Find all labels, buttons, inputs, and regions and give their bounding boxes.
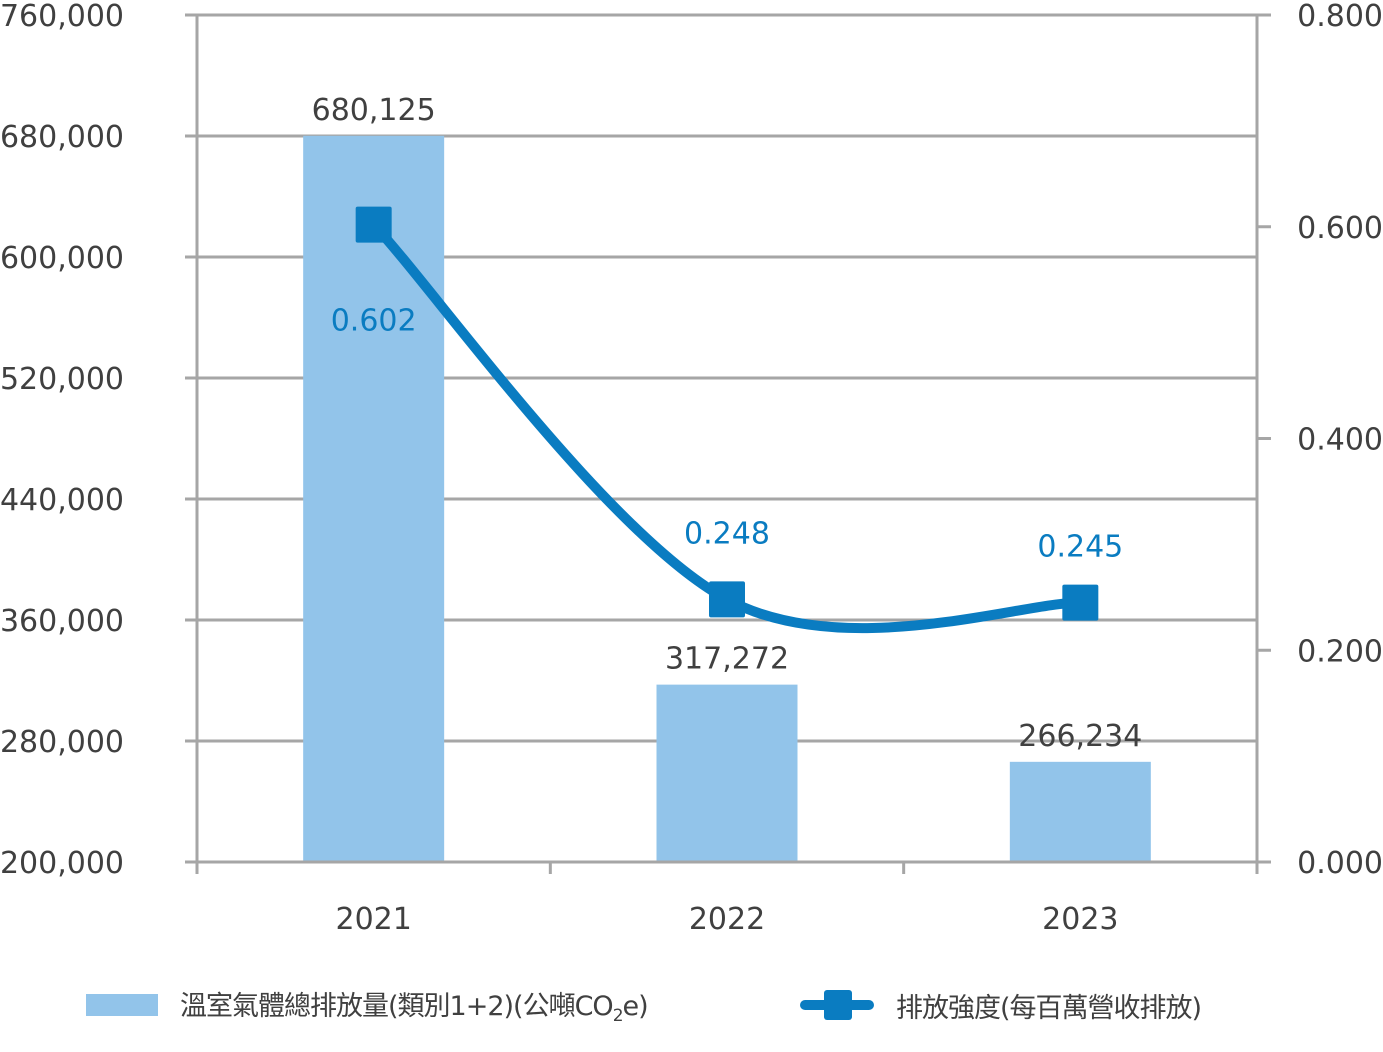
right-axis-labels: 0.000 0.200 0.400 0.600 0.800 bbox=[1257, 0, 1383, 881]
left-tick-label: 440,000 bbox=[0, 483, 124, 518]
line-value-label: 0.248 bbox=[684, 516, 770, 551]
x-category-label: 2023 bbox=[1042, 902, 1118, 937]
line-marker-swatch-icon bbox=[800, 990, 874, 1020]
square-marker-icon bbox=[709, 581, 745, 618]
bar-value-label: 266,234 bbox=[1018, 719, 1142, 754]
right-tick-label: 0.000 bbox=[1297, 846, 1383, 881]
bar-2022 bbox=[656, 684, 798, 862]
right-tick-label: 0.400 bbox=[1297, 423, 1383, 458]
bar-2023 bbox=[1009, 761, 1151, 862]
square-marker-icon bbox=[1062, 584, 1099, 621]
left-tick-label: 600,000 bbox=[0, 241, 124, 276]
left-tick-label: 280,000 bbox=[0, 725, 124, 760]
left-tick-label: 360,000 bbox=[0, 604, 124, 639]
bar-value-label: 680,125 bbox=[312, 93, 436, 128]
left-tick-label: 520,000 bbox=[0, 362, 124, 397]
bar-swatch-icon bbox=[86, 994, 158, 1016]
line-value-label: 0.245 bbox=[1037, 530, 1123, 565]
legend-item-emissions: 溫室氣體總排放量(類別1+2)(公噸CO2e) bbox=[86, 980, 649, 1030]
line-value-label: 0.602 bbox=[331, 304, 417, 339]
axes bbox=[185, 15, 1271, 874]
left-axis-labels: 200,000 280,000 360,000 440,000 520,000 600,0… bbox=[0, 0, 124, 881]
right-tick-label: 0.800 bbox=[1297, 0, 1383, 34]
intensity-line bbox=[368, 219, 1086, 634]
x-axis-labels: 2021 2022 2023 bbox=[335, 902, 1118, 937]
left-tick-label: 680,000 bbox=[0, 120, 124, 155]
bar-value-label: 317,272 bbox=[665, 642, 789, 677]
bar-2021 bbox=[303, 135, 445, 863]
line-series: 0.602 0.248 0.245 bbox=[331, 206, 1123, 634]
left-tick-label: 200,000 bbox=[0, 846, 124, 881]
x-category-label: 2022 bbox=[689, 902, 765, 937]
bar-series: 680,125 317,272 266,234 bbox=[303, 93, 1151, 863]
left-tick-label: 760,000 bbox=[0, 0, 124, 34]
legend-item-intensity: 排放強度(每百萬營收排放) bbox=[800, 980, 1202, 1030]
x-category-label: 2021 bbox=[335, 902, 411, 937]
legend-label-emissions: 溫室氣體總排放量(類別1+2)(公噸CO2e) bbox=[180, 991, 649, 1026]
right-tick-label: 0.600 bbox=[1297, 211, 1383, 246]
legend-label-intensity: 排放強度(每百萬營收排放) bbox=[896, 992, 1202, 1024]
square-marker-icon bbox=[355, 206, 392, 243]
legend: 溫室氣體總排放量(類別1+2)(公噸CO2e) 排放強度(每百萬營收排放) bbox=[0, 980, 1383, 1030]
right-tick-label: 0.200 bbox=[1297, 634, 1383, 669]
